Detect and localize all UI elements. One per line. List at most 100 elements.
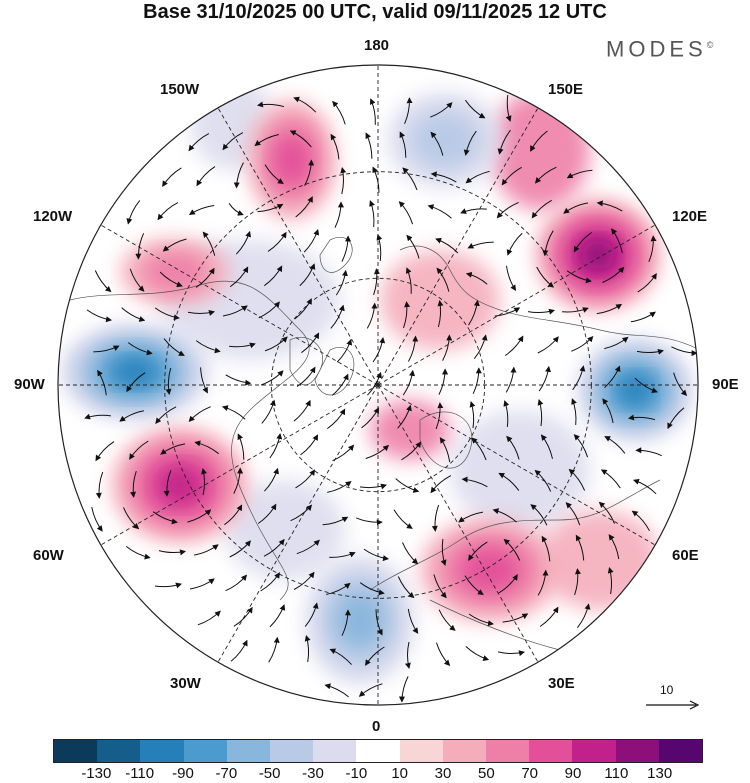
wind-vector xyxy=(295,469,316,489)
wind-vector xyxy=(119,410,144,422)
colorbar-segment xyxy=(356,740,400,762)
wind-vector xyxy=(539,606,559,627)
wind-vector xyxy=(267,231,287,252)
wind-vector xyxy=(403,301,411,329)
wind-vector xyxy=(304,635,311,663)
wind-vector xyxy=(264,265,283,287)
wind-vector xyxy=(340,167,347,195)
anomaly-blob-positive-60e xyxy=(460,547,520,593)
colorbar-segment xyxy=(97,740,141,762)
wind-vector xyxy=(329,551,356,558)
wind-vector xyxy=(673,372,688,397)
wind-vector xyxy=(631,510,650,532)
wind-vector xyxy=(327,480,352,493)
wind-vector xyxy=(264,336,288,352)
wind-vector xyxy=(254,134,279,147)
wind-vector xyxy=(95,471,104,499)
wind-vector xyxy=(506,232,523,256)
wind-vector xyxy=(130,470,137,498)
wind-vector xyxy=(194,440,220,455)
wind-vector xyxy=(505,366,517,393)
wind-vector xyxy=(435,402,444,430)
wind-vector xyxy=(121,307,146,322)
wind-vector xyxy=(365,444,390,459)
modes-logo: MODES© xyxy=(606,36,714,62)
wind-vector xyxy=(402,542,419,565)
wind-vector xyxy=(628,414,656,421)
wind-vector xyxy=(502,613,529,623)
wind-vector xyxy=(596,200,623,212)
wind-vector xyxy=(600,469,621,489)
wind-vector xyxy=(494,307,521,317)
wind-vector xyxy=(468,299,480,326)
wind-vector xyxy=(596,303,623,315)
reference-vector-arrow xyxy=(646,700,700,710)
wind-vector xyxy=(430,102,453,118)
wind-vector xyxy=(197,610,221,626)
wind-vector xyxy=(458,511,484,523)
wind-vector xyxy=(290,504,313,522)
wind-vector xyxy=(194,544,219,556)
wind-vector xyxy=(465,271,488,285)
wind-vector xyxy=(230,639,248,662)
wind-vector xyxy=(602,266,625,283)
wind-vector xyxy=(463,130,477,156)
wind-vector xyxy=(188,406,211,423)
wind-vector xyxy=(531,199,552,219)
wind-vector xyxy=(397,576,415,599)
colorbar-segment xyxy=(226,740,271,762)
wind-vector xyxy=(537,399,544,427)
wind-vector xyxy=(230,266,249,288)
wind-vector xyxy=(200,367,208,394)
colorbar-segment xyxy=(658,740,703,762)
wind-vector xyxy=(430,171,457,183)
wind-vector xyxy=(461,476,488,488)
wind-vector xyxy=(296,539,320,555)
coastline-path xyxy=(69,280,310,601)
wind-vector xyxy=(537,569,549,596)
wind-vector xyxy=(129,268,145,292)
wind-vector xyxy=(572,365,586,391)
wind-vector xyxy=(604,436,626,454)
wind-vector xyxy=(127,342,153,356)
wind-vector xyxy=(84,413,111,420)
wind-vector xyxy=(228,203,244,216)
wind-vector xyxy=(607,567,614,595)
colorbar-ticks: -130 -110 -90 -70 -50 -30 -10 10 30 50 70 90 110 130 xyxy=(0,762,750,783)
wind-vector xyxy=(224,504,243,526)
wind-vector xyxy=(527,308,555,315)
wind-vector xyxy=(505,95,512,122)
colorbar-segment xyxy=(313,740,357,762)
wind-vector xyxy=(189,578,215,590)
anomaly-blob-negative-90w xyxy=(114,358,156,386)
wind-vector xyxy=(439,437,451,463)
wind-vector xyxy=(436,642,451,667)
wind-vector xyxy=(154,582,182,589)
wind-vector xyxy=(427,204,452,219)
wind-vector xyxy=(335,269,348,296)
wind-vector xyxy=(195,340,221,354)
wind-vector xyxy=(573,231,592,253)
wind-vector xyxy=(402,167,418,191)
wind-vector xyxy=(269,433,283,459)
wind-vector xyxy=(304,159,315,186)
wind-vector xyxy=(376,234,383,261)
wind-vector xyxy=(401,441,422,461)
wind-vector xyxy=(498,472,520,491)
wind-vector xyxy=(405,267,412,294)
wind-vector xyxy=(534,469,552,492)
wind-vector xyxy=(95,441,115,462)
wind-vector xyxy=(372,337,386,363)
wind-vector xyxy=(398,201,414,225)
wind-vector xyxy=(562,307,589,313)
meridian-line xyxy=(377,107,539,386)
wind-vector xyxy=(602,398,614,424)
wind-vector xyxy=(294,298,312,320)
wind-vector xyxy=(501,166,522,186)
anomaly-blob-positive-120e xyxy=(581,239,615,271)
wind-vector xyxy=(93,345,120,353)
wind-vector xyxy=(135,233,145,260)
meridian-line xyxy=(377,384,656,546)
meridian-line xyxy=(100,384,379,546)
wind-vector xyxy=(469,401,476,429)
